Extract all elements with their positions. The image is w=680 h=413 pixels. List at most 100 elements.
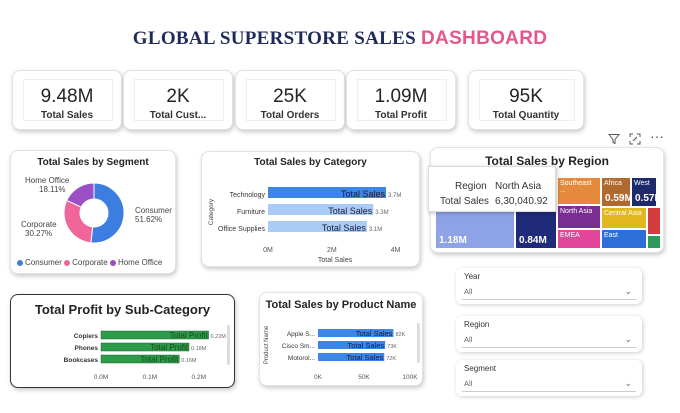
- slicer-dropdown[interactable]: All ⌄: [462, 334, 636, 348]
- treemap-cell-other-2[interactable]: [647, 235, 661, 249]
- treemap-cell-other-1[interactable]: [647, 207, 661, 235]
- axis-tick-label: 4M: [391, 247, 401, 254]
- subcategory-title: Total Profit by Sub-Category: [34, 302, 211, 317]
- region-title: Total Sales by Region: [485, 154, 609, 168]
- bar[interactable]: [268, 187, 387, 198]
- legend-item-home-office[interactable]: Home Office: [109, 258, 163, 267]
- bar[interactable]: [100, 330, 209, 340]
- treemap-cell-emea[interactable]: EMEA: [557, 229, 601, 249]
- slicer-label: Region: [464, 320, 490, 329]
- treemap-cell-east[interactable]: East: [601, 229, 647, 249]
- treemap-cell-value: 0.57M: [635, 193, 656, 204]
- axis-tick-label: 0.1M: [143, 374, 157, 381]
- category-title: Total Sales by Category: [254, 157, 367, 168]
- bar[interactable]: [318, 353, 385, 361]
- kpi-frame: [134, 79, 224, 121]
- kpi-frame: [23, 79, 113, 121]
- chevron-down-icon: ⌄: [624, 286, 632, 296]
- treemap-cell-label: EMEA: [560, 232, 580, 239]
- bar-value-label: 3.1M: [369, 227, 382, 233]
- x-axis-title: Total Sales: [318, 257, 353, 264]
- kpi-card-total-orders[interactable]: 25K Total Orders: [235, 70, 345, 130]
- kpi-value: 2K: [166, 86, 190, 107]
- scrollbar[interactable]: [227, 325, 230, 365]
- axis-tick-label: 0M: [263, 247, 273, 254]
- axis-tick-label: 100K: [402, 374, 418, 381]
- treemap-cell-central-asia[interactable]: Central Asia: [601, 207, 647, 229]
- filter-icon[interactable]: [608, 133, 620, 145]
- legend-label: Home Office: [117, 258, 163, 267]
- kpi-card-total-sales[interactable]: 9.48M Total Sales: [12, 70, 122, 130]
- slice-home-office[interactable]: [66, 182, 95, 208]
- kpi-card-total-profit[interactable]: 1.09M Total Profit: [346, 70, 456, 130]
- segment-panel[interactable]: Total Sales by Segment Consumer 51.62% Cor…: [10, 150, 176, 274]
- slicer-year[interactable]: Year All ⌄: [456, 268, 642, 304]
- treemap-cell-southeast-asia[interactable]: Southeast ...: [557, 177, 601, 205]
- slice-category-label: Consumer: [135, 206, 172, 215]
- kpi-label: Total Quantity: [492, 110, 560, 121]
- bar[interactable]: [100, 354, 180, 364]
- legend-item-corporate[interactable]: Corporate: [64, 258, 108, 267]
- bar-inner-label: Total Profit: [140, 355, 179, 364]
- kpi-label: Total Sales: [40, 110, 94, 121]
- treemap-cell-africa[interactable]: Africa 0.59M: [601, 177, 631, 207]
- scrollbar[interactable]: [417, 323, 420, 363]
- product-panel[interactable]: Total Sales by Product Name Apple S... To…: [259, 292, 423, 386]
- bar-value-label: 3.7M: [388, 193, 401, 199]
- treemap-cell-value: 1.18M: [439, 235, 467, 246]
- bar-category-label: Phones: [75, 345, 99, 352]
- bar[interactable]: [318, 329, 394, 337]
- bar-value-label: 0.16M: [181, 358, 197, 364]
- slicer-region[interactable]: Region All ⌄: [456, 316, 642, 352]
- slice-corporate[interactable]: [63, 199, 94, 244]
- bar[interactable]: [318, 341, 386, 349]
- axis-tick-label: 0.2M: [192, 374, 206, 381]
- axis-tick-label: 0.0M: [94, 374, 108, 381]
- axis-tick-label: 50K: [358, 374, 370, 381]
- treemap-cell-north-asia[interactable]: North Asia: [557, 205, 601, 229]
- treemap-cell-west[interactable]: West 0.57M: [631, 177, 657, 207]
- chevron-down-icon: ⌄: [624, 334, 632, 344]
- focus-mode-icon[interactable]: [629, 133, 641, 145]
- treemap-cell-label: North Asia: [560, 208, 593, 215]
- bar-inner-label: Total Sales: [341, 189, 386, 199]
- legend-dot: [17, 259, 23, 266]
- subcategory-panel[interactable]: Total Profit by Sub-Category Copiers Tota…: [10, 294, 235, 388]
- bar-category-label: Motorol...: [288, 355, 315, 362]
- tooltip-value-sales: 6,30,040.92: [495, 196, 548, 207]
- bar-inner-label: Total Profit: [170, 331, 209, 340]
- treemap-cell-label: Africa: [604, 180, 622, 187]
- bar[interactable]: [268, 204, 374, 215]
- legend-item-consumer[interactable]: Consumer: [17, 258, 62, 267]
- bar-value-label: 73K: [387, 344, 397, 350]
- slicer-value: All: [464, 335, 473, 344]
- bar[interactable]: [100, 342, 190, 352]
- category-panel[interactable]: Total Sales by Category Technology Total …: [201, 151, 420, 267]
- slice-consumer[interactable]: [90, 182, 125, 244]
- bar-category-label: Apple S...: [287, 331, 315, 338]
- bar[interactable]: [268, 221, 367, 232]
- bar-category-label: Office Supplies: [218, 226, 265, 233]
- bar-category-label: Copiers: [74, 333, 99, 340]
- bar-inner-label: Total Profit: [150, 343, 189, 352]
- kpi-card-total-customers[interactable]: 2K Total Cust...: [123, 70, 233, 130]
- slicer-dropdown[interactable]: All ⌄: [462, 286, 636, 300]
- bar-value-label: 82K: [395, 332, 405, 338]
- slice-value-label: 18.11%: [39, 185, 66, 194]
- y-axis-title: Product Name: [264, 325, 270, 364]
- slicer-value: All: [464, 287, 473, 296]
- bar-category-label: Furniture: [237, 209, 265, 216]
- treemap-cell-label: Central Asia: [604, 210, 642, 217]
- kpi-card-total-quantity[interactable]: 95K Total Quantity: [468, 70, 584, 130]
- bar-inner-label: Total Sales: [328, 206, 373, 216]
- kpi-value: 95K: [509, 86, 543, 107]
- slicer-segment[interactable]: Segment All ⌄: [456, 360, 642, 396]
- more-options-icon[interactable]: ···: [650, 128, 664, 144]
- kpi-label: Total Orders: [260, 110, 320, 121]
- kpi-frame: [246, 79, 336, 121]
- slicer-dropdown[interactable]: All ⌄: [462, 378, 636, 392]
